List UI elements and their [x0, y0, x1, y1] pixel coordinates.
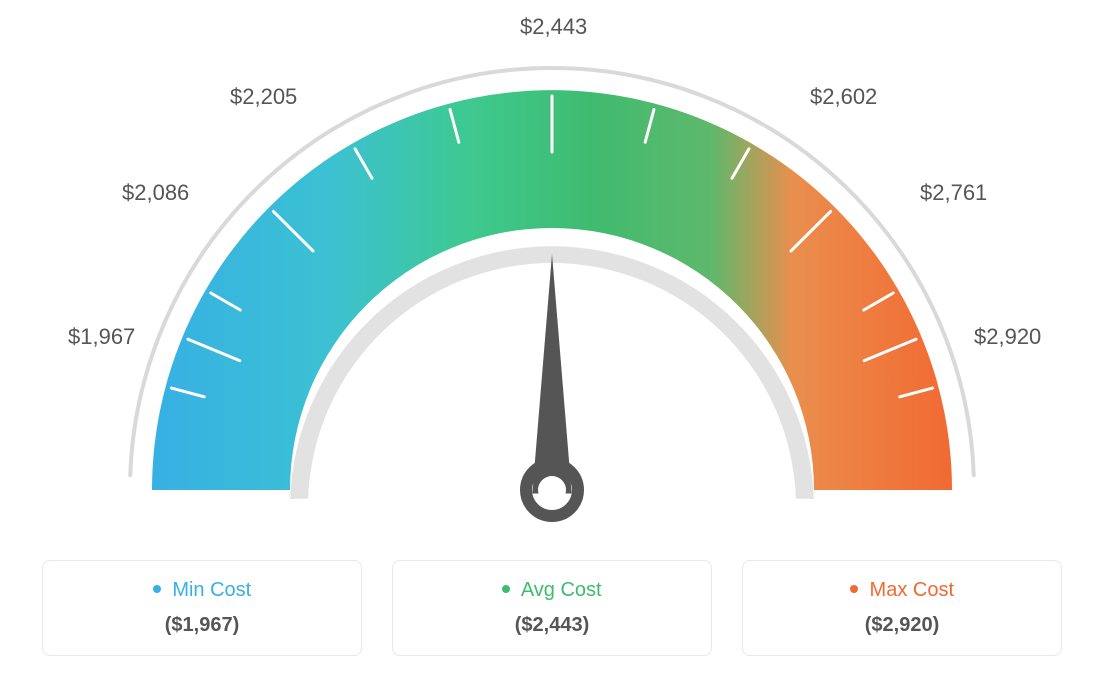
legend-value-min: ($1,967) [63, 614, 341, 637]
legend-max: Max Cost ($2,920) [742, 560, 1062, 656]
gauge-tick-label: $2,086 [122, 180, 189, 206]
legend-title-max: Max Cost [870, 579, 954, 601]
legend-row: Min Cost ($1,967) Avg Cost ($2,443) Max … [0, 560, 1104, 656]
legend-value-avg: ($2,443) [413, 614, 691, 637]
legend-dot-avg [502, 585, 510, 593]
legend-value-max: ($2,920) [763, 614, 1041, 637]
legend-avg: Avg Cost ($2,443) [392, 560, 712, 656]
legend-title-min: Min Cost [172, 579, 251, 601]
gauge-tick-label: $2,761 [920, 180, 987, 206]
gauge-tick-label: $1,967 [68, 324, 135, 350]
gauge-tick-label: $2,602 [810, 84, 877, 110]
legend-dot-max [850, 585, 858, 593]
cost-gauge-container: $1,967 $2,086 $2,205 $2,443 $2,602 $2,761 $2,9… [0, 0, 1104, 690]
legend-title-avg: Avg Cost [521, 579, 602, 601]
legend-min: Min Cost ($1,967) [42, 560, 362, 656]
gauge-tick-label: $2,920 [974, 324, 1041, 350]
gauge-svg [0, 10, 1104, 570]
gauge-tick-label: $2,205 [230, 84, 297, 110]
gauge-area: $1,967 $2,086 $2,205 $2,443 $2,602 $2,761 $2,9… [0, 0, 1104, 560]
gauge-tick-label: $2,443 [520, 14, 587, 40]
legend-dot-min [153, 585, 161, 593]
